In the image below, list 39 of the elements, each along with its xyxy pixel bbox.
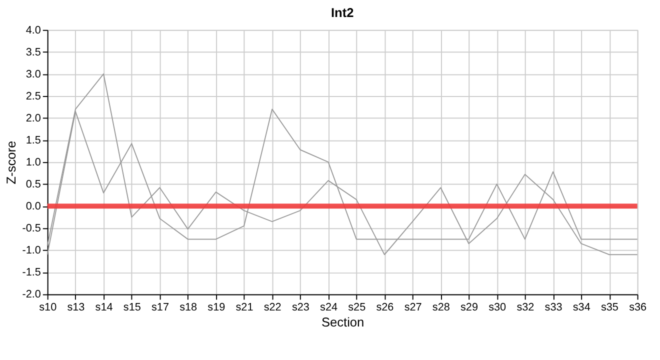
y-tick-label: -0.5	[22, 222, 41, 235]
x-tick-label: s17	[151, 302, 169, 314]
y-tick-label: 1.0	[26, 156, 41, 169]
y-tick-label: 0.0	[26, 200, 41, 213]
x-tick-label: s25	[348, 302, 366, 314]
y-tick-label: -1.0	[22, 244, 41, 257]
y-tick-label: 0.5	[26, 178, 41, 191]
x-tick-label: s18	[180, 302, 198, 314]
y-tick-label: 3.5	[26, 46, 41, 58]
x-tick-label: s33	[544, 302, 562, 314]
line-series	[46, 73, 638, 256]
x-tick-label: s23	[292, 302, 310, 314]
x-tick-label: s36	[629, 302, 647, 314]
x-tick-label: s24	[320, 302, 338, 314]
x-tick-label: s14	[95, 302, 113, 314]
y-tick-label: 4.0	[26, 24, 41, 36]
y-axis-title: Z-score	[3, 140, 18, 184]
x-tick-label: s26	[376, 302, 394, 314]
y-tick-label: 2.5	[26, 90, 41, 102]
x-tick-label: s34	[572, 302, 590, 314]
x-tick-label: s10	[39, 302, 57, 314]
x-tick-label: s32	[516, 302, 534, 314]
y-tick-label: 3.0	[26, 68, 41, 80]
x-tick-label: s35	[600, 302, 618, 314]
y-tick-label: 1.5	[26, 134, 41, 146]
x-tick-label: s29	[460, 302, 478, 314]
x-axis-title: Section	[321, 314, 364, 330]
x-tick-label: s22	[264, 302, 282, 314]
y-tick-label: -1.5	[22, 266, 41, 279]
chart-title: Int2	[330, 5, 354, 20]
x-tick-label: s21	[236, 302, 254, 314]
x-tick-label: s30	[488, 302, 506, 314]
y-tick-label: -2.0	[22, 288, 41, 301]
x-tick-label: s28	[432, 302, 450, 314]
x-tick-label: s13	[67, 302, 85, 314]
x-tick-label: s15	[123, 302, 141, 314]
x-tick-label: s27	[404, 302, 422, 314]
x-tick-label: s19	[208, 302, 226, 314]
y-tick-label: 2.0	[26, 112, 41, 124]
